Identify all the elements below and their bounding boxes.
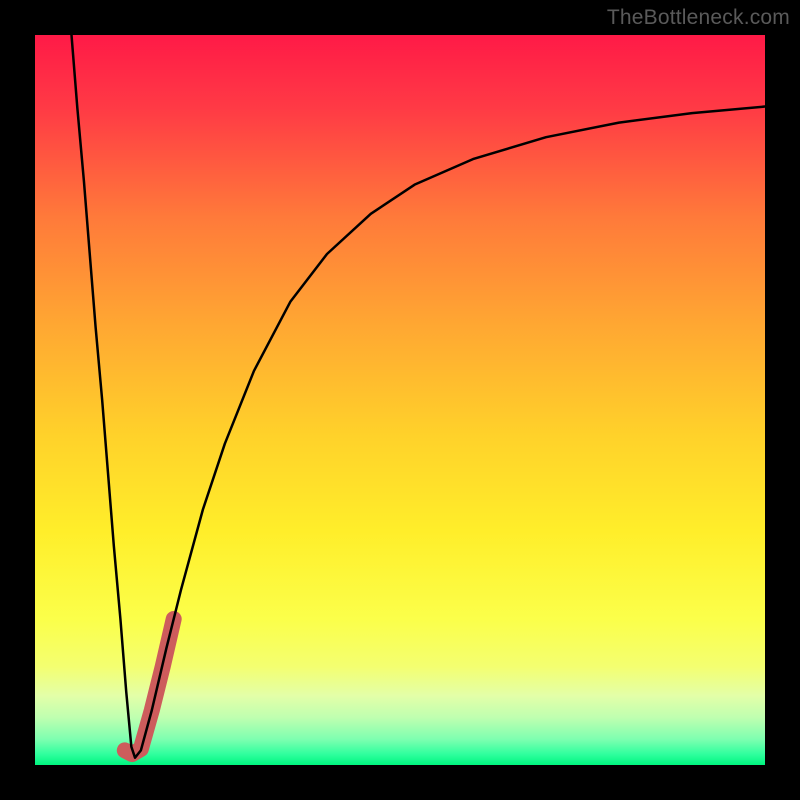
chart-container: { "source_watermark": { "text": "TheBott… bbox=[0, 0, 800, 800]
gradient-background bbox=[35, 35, 765, 765]
source-watermark: TheBottleneck.com bbox=[607, 6, 790, 30]
bottleneck-chart bbox=[0, 0, 800, 800]
